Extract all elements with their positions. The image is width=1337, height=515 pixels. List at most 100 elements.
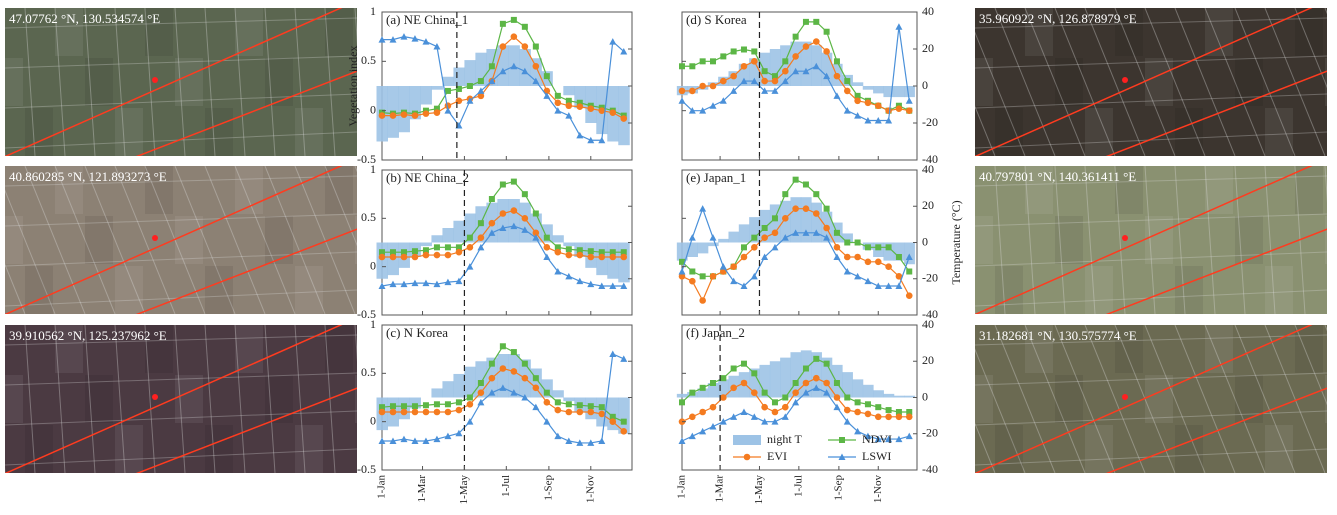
marker-square	[793, 177, 799, 183]
marker-square	[813, 19, 819, 25]
chart-title: (d) S Korea	[686, 12, 747, 27]
marker-square	[489, 361, 495, 367]
marker-circle	[813, 210, 820, 217]
y2-tick-label: 0	[922, 78, 928, 92]
field-patch	[935, 325, 963, 373]
area-slice	[464, 367, 475, 398]
field-patch	[995, 108, 1023, 156]
x-tick-label: 1-Nov	[584, 475, 596, 504]
marker-circle	[730, 73, 737, 80]
area-slice	[431, 86, 442, 90]
marker-circle	[710, 83, 717, 90]
area-slice	[497, 199, 508, 243]
area-slice	[739, 224, 750, 242]
marker-square	[577, 402, 583, 408]
field-patch	[1175, 266, 1203, 314]
marker-square	[875, 244, 881, 250]
marker-square	[511, 349, 517, 355]
area-slice	[873, 390, 884, 397]
marker-square	[588, 403, 594, 409]
marker-circle	[401, 409, 408, 416]
marker-square	[390, 403, 396, 409]
marker-circle	[741, 254, 748, 261]
y2-tick-label: 20	[922, 41, 934, 55]
chart: -40-20020401-Jan1-Mar1-May1-Jul1-Sep1-No…	[676, 317, 938, 505]
chart: -40-2002040(d) S Korea	[677, 4, 938, 166]
marker-circle	[782, 68, 789, 75]
y-tick-label: 1	[370, 4, 376, 18]
area-slice	[883, 394, 894, 398]
site-point	[1122, 394, 1128, 400]
marker-square	[689, 269, 695, 275]
x-tick-label: 1-Jan	[376, 475, 388, 499]
field-patch	[325, 166, 353, 214]
marker-circle	[467, 401, 474, 408]
area-slice	[431, 235, 442, 242]
marker-circle	[730, 263, 737, 270]
field-boundary	[965, 166, 975, 314]
area-slice	[842, 372, 853, 397]
marker-circle	[609, 109, 616, 116]
marker-circle	[577, 409, 584, 416]
marker-square	[679, 399, 685, 405]
marker-square	[793, 34, 799, 40]
marker-circle	[906, 292, 913, 299]
legend-label: EVI	[767, 449, 787, 463]
field-patch	[1265, 266, 1293, 314]
marker-circle	[730, 385, 737, 392]
field-patch	[205, 108, 233, 156]
marker-circle	[533, 63, 540, 70]
marker-circle	[792, 205, 799, 212]
marker-circle	[699, 409, 706, 416]
marker-circle	[500, 365, 507, 372]
marker-square	[679, 63, 685, 69]
y-axis-label: Vegetation index	[346, 46, 360, 127]
field-patch	[935, 8, 963, 56]
marker-square	[844, 240, 850, 246]
marker-circle	[577, 103, 584, 110]
marker-circle	[803, 380, 810, 387]
field-patch	[1325, 216, 1337, 264]
marker-circle	[401, 111, 408, 118]
marker-square	[489, 196, 495, 202]
marker-circle	[896, 105, 903, 112]
y-tick-label: 0	[370, 258, 376, 272]
image-coordinates: 35.960922 °N, 126.878979 °E	[979, 11, 1137, 26]
marker-square	[762, 390, 768, 396]
field-patch	[265, 216, 293, 264]
marker-circle	[906, 107, 913, 114]
field-patch	[25, 266, 53, 314]
marker-circle	[761, 404, 768, 411]
y-tick-label: 1	[370, 162, 376, 176]
marker-square	[720, 375, 726, 381]
marker-square	[720, 53, 726, 59]
marker-circle	[467, 244, 474, 251]
site-point	[1122, 77, 1128, 83]
field-patch	[0, 216, 23, 264]
area-slice	[508, 199, 519, 243]
marker-circle	[751, 389, 758, 396]
satellite-image: 31.182681 °N, 130.575774 °E	[935, 320, 1337, 478]
marker-square	[401, 403, 407, 409]
area-slice	[420, 243, 431, 247]
marker-square	[566, 401, 572, 407]
marker-square	[751, 370, 757, 376]
marker-circle	[803, 205, 810, 212]
y-tick-label: 0.5	[361, 210, 376, 224]
area-slice	[770, 361, 781, 397]
marker-circle	[489, 220, 496, 227]
marker-circle	[710, 404, 717, 411]
y-tick-label: 0.5	[361, 53, 376, 67]
marker-square	[782, 58, 788, 64]
y2-axis-label: Temperature (°C)	[949, 200, 963, 284]
marker-square	[456, 399, 462, 405]
marker-circle	[885, 414, 892, 421]
marker-circle	[854, 98, 861, 105]
marker-circle	[445, 252, 452, 259]
marker-circle	[875, 102, 882, 109]
marker-circle	[522, 375, 529, 382]
chart: -0.500.51(a) NE China_1Vegetation index	[346, 4, 632, 166]
site-point	[152, 394, 158, 400]
marker-square	[522, 24, 528, 30]
y2-tick-label: 0	[922, 389, 928, 403]
